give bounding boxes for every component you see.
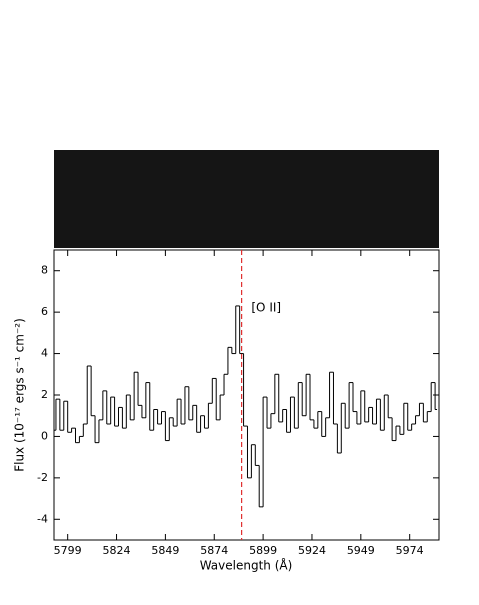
x-tick-label: 5849 <box>151 544 179 557</box>
x-tick-label: 5874 <box>200 544 228 557</box>
x-tick-label: 5949 <box>347 544 375 557</box>
y-tick-label: -2 <box>37 471 48 484</box>
annotation: [O II] <box>251 301 281 315</box>
spectrum-image <box>54 150 439 248</box>
y-axis-label: Flux (10⁻¹⁷ ergs s⁻¹ cm⁻²) <box>13 318 27 472</box>
y-tick-label: 2 <box>41 388 48 401</box>
y-tick-label: 8 <box>41 264 48 277</box>
y-tick-label: 6 <box>41 305 48 318</box>
plot-frame <box>53 249 440 541</box>
x-tick-label: 5799 <box>54 544 82 557</box>
y-tick-label: 4 <box>41 347 48 360</box>
x-tick-label: 5974 <box>396 544 424 557</box>
x-tick-label: 5899 <box>249 544 277 557</box>
y-tick-label: -4 <box>37 512 48 525</box>
x-tick-label: 5824 <box>103 544 131 557</box>
x-axis-label: Wavelength (Å) <box>200 558 293 573</box>
spectrum-line <box>54 305 438 508</box>
y-tick-label: 0 <box>41 429 48 442</box>
x-tick-label: 5924 <box>298 544 326 557</box>
